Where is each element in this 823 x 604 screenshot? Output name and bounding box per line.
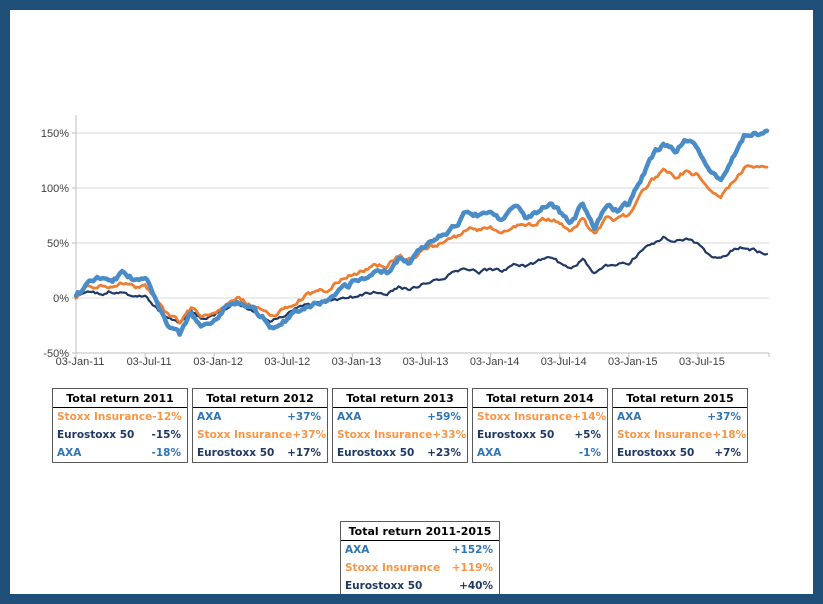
series-return-value: +119% xyxy=(451,562,493,574)
y-axis-tick-label: 50% xyxy=(47,238,69,250)
series-label: AXA xyxy=(197,411,222,423)
series-return-value: +37% xyxy=(707,411,741,423)
table-row: Eurostoxx 50 -15% xyxy=(53,426,187,444)
table-row: Stoxx Insurance +14% xyxy=(473,408,607,426)
total-return-table: Total return 2011-2015 AXA +152% Stoxx Insu… xyxy=(340,521,500,594)
total-return-table: Total return 2012 AXA +37% Stoxx Insurance +… xyxy=(192,388,328,463)
series-label: Stoxx Insurance xyxy=(477,411,573,423)
series-label: Stoxx Insurance xyxy=(617,429,713,441)
series-return-value: -18% xyxy=(151,447,182,459)
series-label: Eurostoxx 50 xyxy=(197,447,275,459)
x-axis-tick-label: 03-Jan-14 xyxy=(470,356,520,368)
series-return-value: +5% xyxy=(574,429,601,441)
total-return-table: Total return 2011 Stoxx Insurance -12% Euro… xyxy=(52,388,188,463)
series-label: Eurostoxx 50 xyxy=(57,429,135,441)
x-axis-tick-label: 03-Jan-11 xyxy=(56,356,105,368)
table-row: Stoxx Insurance +119% xyxy=(341,559,499,577)
table-row: Stoxx Insurance -12% xyxy=(53,408,187,426)
table-row: Eurostoxx 50 +40% xyxy=(341,577,499,594)
table-title: Total return 2013 xyxy=(333,389,467,408)
x-axis-tick-label: 03-Jan-13 xyxy=(332,356,382,368)
series-return-value: +33% xyxy=(432,429,467,441)
series-label: Eurostoxx 50 xyxy=(337,447,415,459)
table-title: Total return 2014 xyxy=(473,389,607,408)
series-line-axa xyxy=(73,128,770,337)
y-axis-tick-label: -50% xyxy=(43,348,69,360)
x-axis-tick-label: 03-Jul-11 xyxy=(127,356,172,368)
table-row: AXA +37% xyxy=(613,408,747,426)
series-return-value: +18% xyxy=(712,429,747,441)
series-label: AXA xyxy=(345,544,370,556)
table-row: Eurostoxx 50 +5% xyxy=(473,426,607,444)
series-label: AXA xyxy=(477,447,502,459)
table-row: Stoxx Insurance +37% xyxy=(193,426,327,444)
series-return-value: -1% xyxy=(578,447,601,459)
series-return-value: +37% xyxy=(287,411,321,423)
series-return-value: +152% xyxy=(451,544,493,556)
total-return-table: Total return 2015 AXA +37% Stoxx Insurance +… xyxy=(612,388,748,463)
total-return-line-chart-svg: 150% 100% 50% 0% -50%03-Jan-11 03-Jul-11 03-Ja… xyxy=(41,115,770,368)
series-label: AXA xyxy=(617,411,642,423)
y-axis-tick-label: 150% xyxy=(41,128,69,140)
table-row: Eurostoxx 50 +17% xyxy=(193,444,327,462)
table-title: Total return 2015 xyxy=(613,389,747,408)
total-return-table: Total return 2014 Stoxx Insurance +14% Euro… xyxy=(472,388,608,463)
series-return-value: -12% xyxy=(152,411,182,423)
table-row: AXA +37% xyxy=(193,408,327,426)
table-row: AXA +59% xyxy=(333,408,467,426)
series-return-value: +7% xyxy=(714,447,741,459)
x-axis-tick-label: 03-Jul-14 xyxy=(541,356,587,368)
table-row: AXA +152% xyxy=(341,541,499,559)
x-axis-tick-label: 03-Jan-15 xyxy=(608,356,658,368)
series-label: Stoxx Insurance xyxy=(197,429,293,441)
series-label: AXA xyxy=(57,447,82,459)
series-line-stoxx-insurance xyxy=(74,164,769,325)
x-axis-tick-label: 03-Jan-12 xyxy=(193,356,243,368)
table-row: Stoxx Insurance +33% xyxy=(333,426,467,444)
table-row: AXA -18% xyxy=(53,444,187,462)
y-axis-tick-label: 0% xyxy=(53,293,69,305)
series-return-value: +59% xyxy=(427,411,461,423)
series-return-value: +14% xyxy=(572,411,607,423)
series-return-value: +17% xyxy=(287,447,321,459)
table-title: Total return 2011 xyxy=(53,389,187,408)
series-return-value: +23% xyxy=(427,447,461,459)
series-label: Eurostoxx 50 xyxy=(617,447,695,459)
cumulative-return-table-container: Total return 2011-2015 AXA +152% Stoxx Insu… xyxy=(340,521,500,594)
table-row: Eurostoxx 50 +23% xyxy=(333,444,467,462)
table-row: Stoxx Insurance +18% xyxy=(613,426,747,444)
y-axis-tick-label: 100% xyxy=(41,183,69,195)
total-return-chart: 150% 100% 50% 0% -50% 03-Jan-11 03-Jul-11 03-Ja… xyxy=(40,103,800,378)
table-title: Total return 2012 xyxy=(193,389,327,408)
series-label: Stoxx Insurance xyxy=(57,411,153,423)
yearly-returns-tables: Total return 2011 Stoxx Insurance -12% Euro… xyxy=(52,388,748,463)
series-return-value: +40% xyxy=(459,580,493,592)
x-axis-tick-label: 03-Jul-15 xyxy=(679,356,725,368)
series-label: Stoxx Insurance xyxy=(337,429,433,441)
table-title: Total return 2011-2015 xyxy=(341,522,499,541)
series-label: Eurostoxx 50 xyxy=(345,580,423,592)
series-return-value: +37% xyxy=(292,429,327,441)
series-label: Eurostoxx 50 xyxy=(477,429,555,441)
x-axis-tick-label: 03-Jul-12 xyxy=(264,356,310,368)
x-axis-tick-label: 03-Jul-13 xyxy=(403,356,449,368)
table-row: AXA -1% xyxy=(473,444,607,462)
total-return-table: Total return 2013 AXA +59% Stoxx Insurance +… xyxy=(332,388,468,463)
series-label: Stoxx Insurance xyxy=(345,562,441,574)
series-label: AXA xyxy=(337,411,362,423)
series-return-value: -15% xyxy=(151,429,182,441)
table-row: Eurostoxx 50 +7% xyxy=(613,444,747,462)
